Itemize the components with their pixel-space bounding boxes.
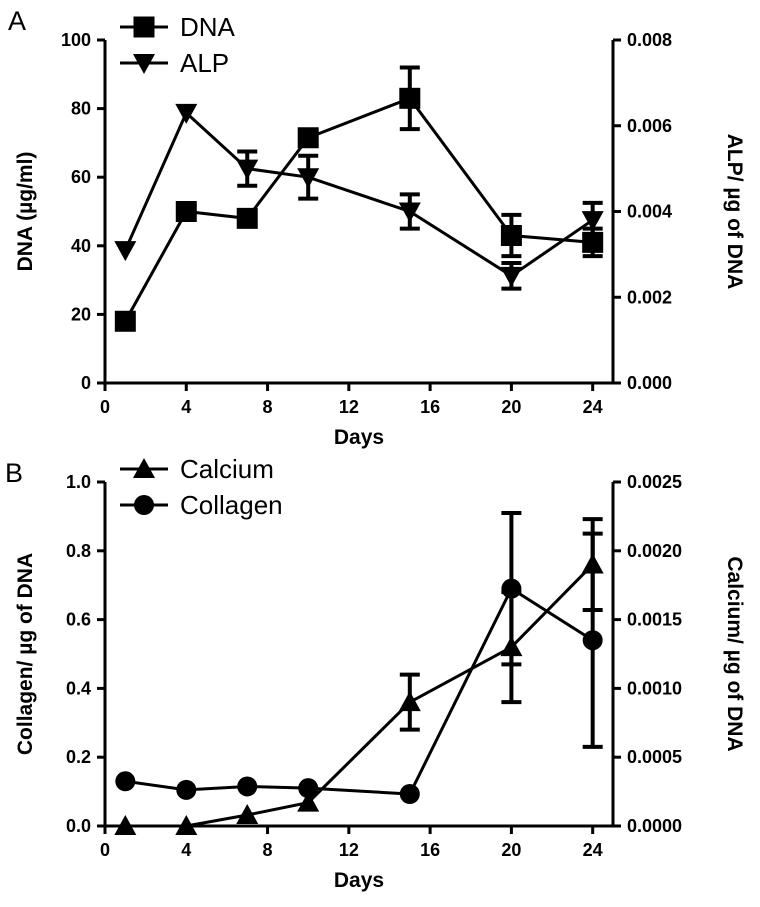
data-point <box>500 266 523 287</box>
x-axis-title: Days <box>334 426 384 449</box>
data-point <box>500 225 522 247</box>
panel-label: A <box>8 6 26 36</box>
data-point <box>114 310 136 332</box>
data-point <box>114 815 137 835</box>
x-tick-label: 12 <box>339 397 359 417</box>
data-point <box>398 691 421 712</box>
data-point <box>237 776 258 797</box>
legend-label: ALP <box>180 48 229 78</box>
data-point <box>297 127 319 149</box>
y-tick-label: 0 <box>81 373 91 393</box>
legend-label: Calcium <box>180 454 274 484</box>
y2-tick-label: 0.006 <box>627 116 672 136</box>
data-point <box>297 791 320 812</box>
series-line <box>123 110 594 278</box>
x-tick-label: 0 <box>100 397 110 417</box>
y-tick-label: 40 <box>71 236 91 256</box>
x-axis-title: Days <box>334 869 384 892</box>
y-tick-label: 80 <box>71 99 91 119</box>
series-dna <box>114 65 604 332</box>
y-tick-label: 0.4 <box>66 678 91 698</box>
y2-tick-label: 0.002 <box>627 287 672 307</box>
y2-tick-label: 0.0010 <box>627 678 682 698</box>
legend-marker <box>133 458 155 478</box>
data-point <box>581 211 604 232</box>
legend-marker <box>133 16 155 38</box>
y2-tick-label: 0.008 <box>627 30 672 50</box>
x-tick-label: 20 <box>501 840 521 860</box>
y2-axis-title: Calcium/ µg of DNA <box>723 556 746 751</box>
y-tick-label: 20 <box>71 304 91 324</box>
legend-marker <box>134 495 154 515</box>
data-point <box>582 630 603 651</box>
data-point <box>236 159 259 180</box>
data-point <box>399 87 421 109</box>
legend-label: Collagen <box>180 490 283 520</box>
data-point <box>175 103 198 124</box>
x-tick-label: 12 <box>339 840 359 860</box>
data-point <box>298 778 319 799</box>
data-point <box>501 578 522 599</box>
y2-axis-title: ALP/ µg of DNA <box>723 134 746 290</box>
x-tick-label: 16 <box>420 840 440 860</box>
x-tick-label: 4 <box>181 840 191 860</box>
data-point <box>236 803 259 824</box>
x-tick-label: 4 <box>181 397 191 417</box>
x-tick-label: 24 <box>583 397 603 417</box>
data-point <box>176 779 197 800</box>
y2-tick-label: 0.0025 <box>627 472 682 492</box>
y-axis-title: DNA (µg/ml) <box>14 152 37 272</box>
panel-a-chart: A 0 4 8 12 16 20 24 0 20 40 60 80 100 0.000 0.002 0.004 0… <box>8 6 746 449</box>
data-point <box>297 168 320 189</box>
series-collagen <box>115 510 603 805</box>
y2-tick-label: 0.0000 <box>627 816 682 836</box>
x-tick-label: 16 <box>420 397 440 417</box>
data-point <box>115 771 136 792</box>
data-point <box>175 201 197 222</box>
y-tick-label: 0.2 <box>66 747 91 767</box>
x-tick-label: 8 <box>263 840 273 860</box>
legend-label: DNA <box>180 12 236 42</box>
data-point <box>114 241 137 262</box>
data-point <box>399 784 420 805</box>
series-alp <box>114 103 604 291</box>
y2-tick-label: 0.0020 <box>627 541 682 561</box>
y2-tick-label: 0.0005 <box>627 747 682 767</box>
x-tick-label: 0 <box>100 840 110 860</box>
y2-tick-label: 0.004 <box>627 202 672 222</box>
y-tick-label: 0.0 <box>66 816 91 836</box>
y2-tick-label: 0.0015 <box>627 610 682 630</box>
data-point <box>236 207 258 229</box>
panel-b-chart: B 0 4 8 12 16 20 24 0.0 0.2 0.4 0.6 0.8 1.0 0.0000 0.00… <box>5 454 746 892</box>
panel-label: B <box>5 458 23 488</box>
x-tick-label: 8 <box>263 397 273 417</box>
y-tick-label: 0.6 <box>66 610 91 630</box>
y-tick-label: 0.8 <box>66 541 91 561</box>
y-tick-label: 100 <box>61 30 91 50</box>
y-tick-label: 1.0 <box>66 472 91 492</box>
series-line <box>125 586 594 796</box>
y-tick-label: 60 <box>71 167 91 187</box>
legend-marker <box>133 54 155 74</box>
x-tick-label: 24 <box>583 840 603 860</box>
data-point <box>175 815 198 835</box>
y-axis-title: Collagen/ µg of DNA <box>14 553 37 755</box>
data-point <box>398 202 421 223</box>
y2-tick-label: 0.000 <box>627 373 672 393</box>
x-tick-label: 20 <box>501 397 521 417</box>
